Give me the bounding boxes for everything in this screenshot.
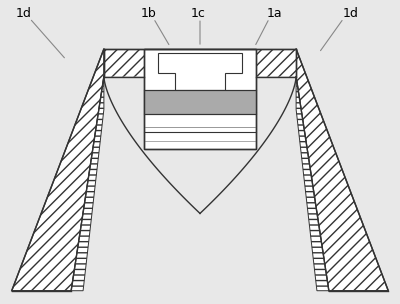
Text: 1a: 1a (266, 7, 282, 20)
Polygon shape (104, 49, 296, 77)
Bar (144, 49, 256, 149)
Polygon shape (12, 49, 104, 291)
Polygon shape (296, 49, 388, 291)
Text: 1d: 1d (343, 7, 358, 20)
Polygon shape (296, 77, 329, 291)
Text: 1c: 1c (190, 7, 206, 20)
Polygon shape (71, 77, 104, 291)
Bar (144, 49, 256, 149)
Bar (144, 90, 256, 114)
Text: 1b: 1b (141, 7, 156, 20)
Text: 1d: 1d (16, 7, 32, 20)
Polygon shape (104, 77, 296, 213)
Polygon shape (158, 53, 242, 90)
